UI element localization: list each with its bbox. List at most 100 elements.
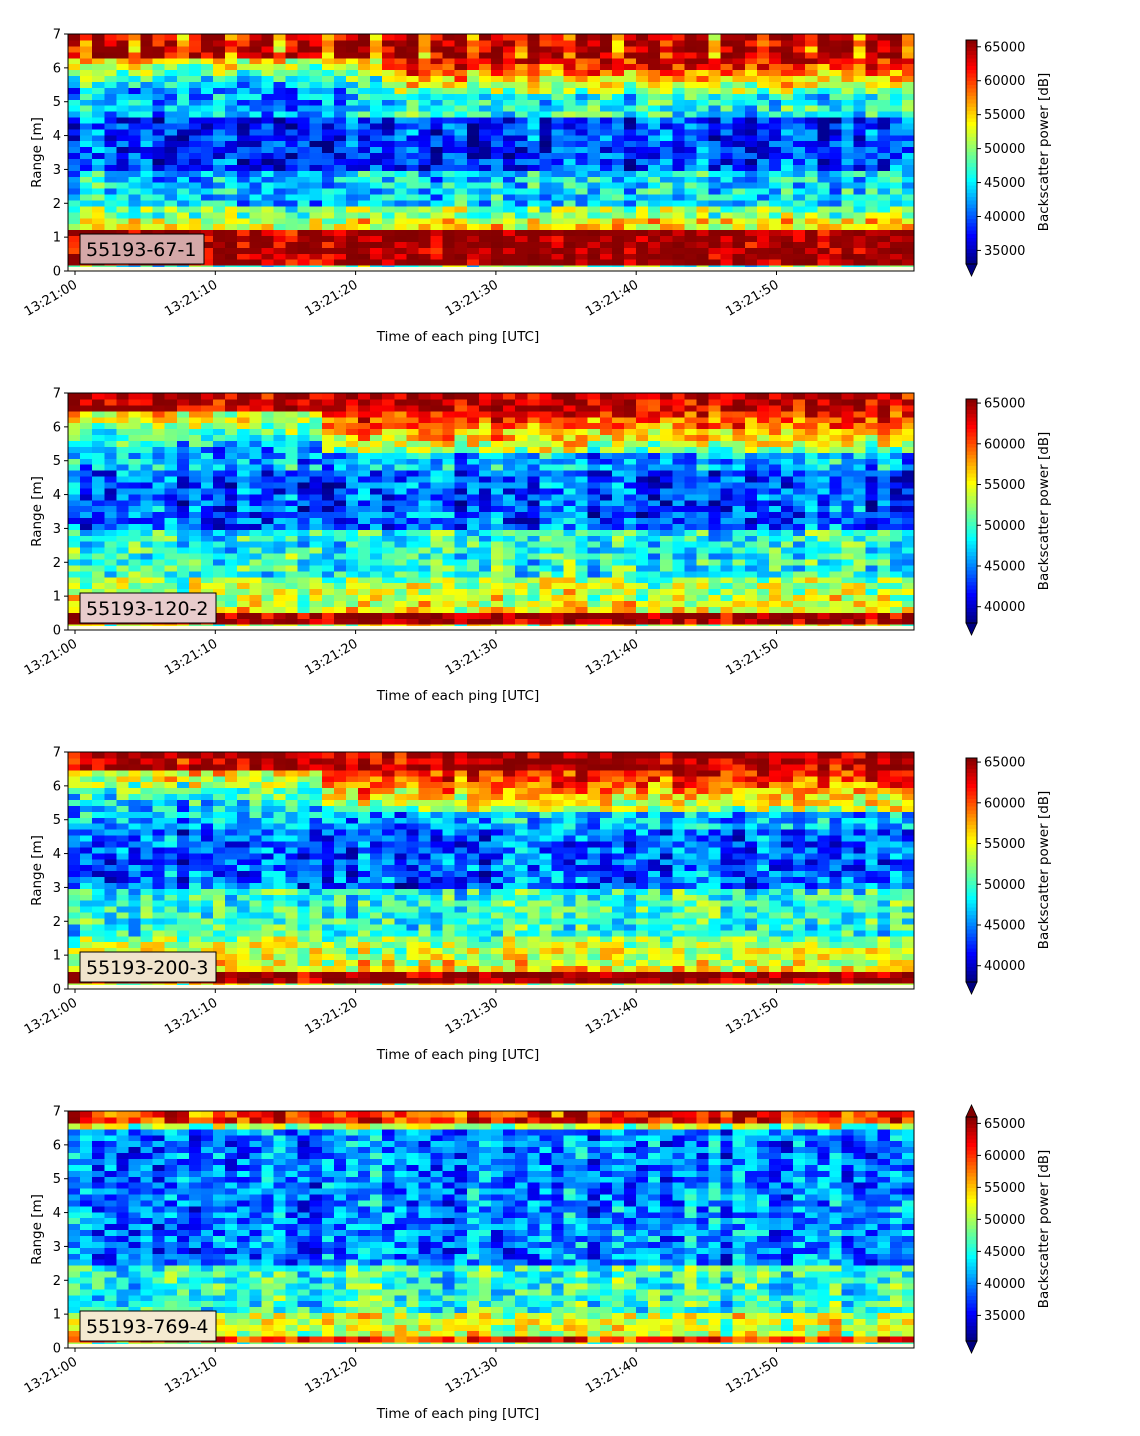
heatmap-cell xyxy=(164,499,178,507)
heatmap-cell xyxy=(889,259,903,266)
heatmap-cell xyxy=(672,193,685,201)
heatmap-cell xyxy=(92,422,105,430)
heatmap-cell xyxy=(213,493,226,501)
heatmap-cell xyxy=(563,176,577,183)
heatmap-cell xyxy=(188,81,202,88)
heatmap-cell xyxy=(358,140,371,148)
heatmap-cell xyxy=(539,211,553,219)
heatmap-cell xyxy=(345,93,359,100)
heatmap-cell xyxy=(841,134,855,142)
heatmap-cell xyxy=(781,57,794,65)
heatmap-cell xyxy=(684,211,698,219)
heatmap-cell xyxy=(333,170,347,177)
heatmap-cell xyxy=(406,452,420,459)
heatmap-cell xyxy=(551,158,565,165)
heatmap-cell xyxy=(720,63,734,71)
heatmap-cell xyxy=(249,39,262,47)
heatmap-cell xyxy=(285,81,299,88)
heatmap-cell xyxy=(394,199,407,207)
heatmap-cell xyxy=(539,511,553,519)
heatmap-cell xyxy=(623,152,637,160)
heatmap-cell xyxy=(877,87,891,94)
heatmap-cell xyxy=(333,618,347,625)
heatmap-cell xyxy=(563,164,577,171)
heatmap-cell xyxy=(140,122,154,130)
heatmap-cell xyxy=(285,93,299,100)
heatmap-cell xyxy=(68,122,81,130)
heatmap-cell xyxy=(648,535,661,542)
heatmap-cell xyxy=(430,229,444,237)
colorbar-step xyxy=(966,144,977,149)
heatmap-cell xyxy=(696,116,710,124)
heatmap-cell xyxy=(309,393,323,400)
heatmap-cell xyxy=(418,229,432,237)
heatmap-cell xyxy=(418,253,432,260)
heatmap-cell xyxy=(297,446,311,453)
heatmap-cell xyxy=(889,146,903,154)
heatmap-cell xyxy=(466,576,480,584)
heatmap-cell xyxy=(587,140,601,148)
heatmap-cell xyxy=(92,199,105,207)
heatmap-cell xyxy=(527,481,540,489)
heatmap-cell xyxy=(732,99,746,106)
heatmap-cell xyxy=(213,235,226,242)
y-tick-label: 3 xyxy=(53,163,61,178)
heatmap-cell xyxy=(176,193,190,201)
heatmap-cell xyxy=(563,253,577,260)
heatmap-cell xyxy=(889,105,903,112)
heatmap-cell xyxy=(877,223,891,231)
heatmap-cell xyxy=(853,87,867,94)
heatmap-cell xyxy=(140,428,154,436)
heatmap-cell xyxy=(321,247,335,254)
heatmap-cell xyxy=(515,416,528,424)
heatmap-cell xyxy=(768,247,782,254)
heatmap-cell xyxy=(104,434,117,441)
heatmap-cell xyxy=(152,111,166,118)
heatmap-cell xyxy=(333,582,347,590)
heatmap-cell xyxy=(696,223,710,231)
heatmap-cell xyxy=(273,116,287,124)
heatmap-cell xyxy=(599,164,613,171)
heatmap-cell xyxy=(805,111,818,118)
heatmap-cell xyxy=(237,116,250,124)
heatmap-cell xyxy=(599,205,613,213)
heatmap-cell xyxy=(611,223,625,231)
heatmap-cell xyxy=(563,547,577,554)
heatmap-cell xyxy=(648,116,661,124)
heatmap-cell xyxy=(648,547,661,554)
heatmap-cell xyxy=(225,588,238,596)
heatmap-cell xyxy=(503,164,516,171)
heatmap-cell xyxy=(104,99,117,106)
heatmap-cell xyxy=(273,152,287,160)
heatmap-cell xyxy=(188,487,202,495)
heatmap-cell xyxy=(539,182,553,189)
heatmap-cell xyxy=(527,75,540,82)
heatmap-cell xyxy=(237,446,250,453)
heatmap-cell xyxy=(285,552,299,560)
heatmap-cell xyxy=(793,87,806,94)
heatmap-cell xyxy=(672,511,685,519)
heatmap-cell xyxy=(599,69,613,77)
heatmap-cell xyxy=(829,105,843,112)
heatmap-cell xyxy=(877,158,891,165)
heatmap-cell xyxy=(418,146,432,154)
heatmap-cell xyxy=(889,211,903,219)
heatmap-cell xyxy=(200,458,214,465)
heatmap-cell xyxy=(273,229,287,237)
heatmap-cell xyxy=(309,558,323,566)
heatmap-cell xyxy=(454,475,468,483)
heatmap-cell xyxy=(599,217,613,225)
heatmap-cell xyxy=(672,393,685,400)
heatmap-cell xyxy=(503,93,516,100)
heatmap-cell xyxy=(225,481,238,489)
heatmap-cell xyxy=(515,428,528,436)
heatmap-cell xyxy=(200,182,214,189)
heatmap-cell xyxy=(636,487,649,495)
heatmap-cell xyxy=(684,404,698,412)
heatmap-cell xyxy=(104,39,117,47)
heatmap-cell xyxy=(116,164,130,171)
heatmap-cell xyxy=(237,229,250,237)
heatmap-cell xyxy=(418,87,432,94)
heatmap-cell xyxy=(551,505,565,513)
heatmap-cell xyxy=(865,57,879,65)
